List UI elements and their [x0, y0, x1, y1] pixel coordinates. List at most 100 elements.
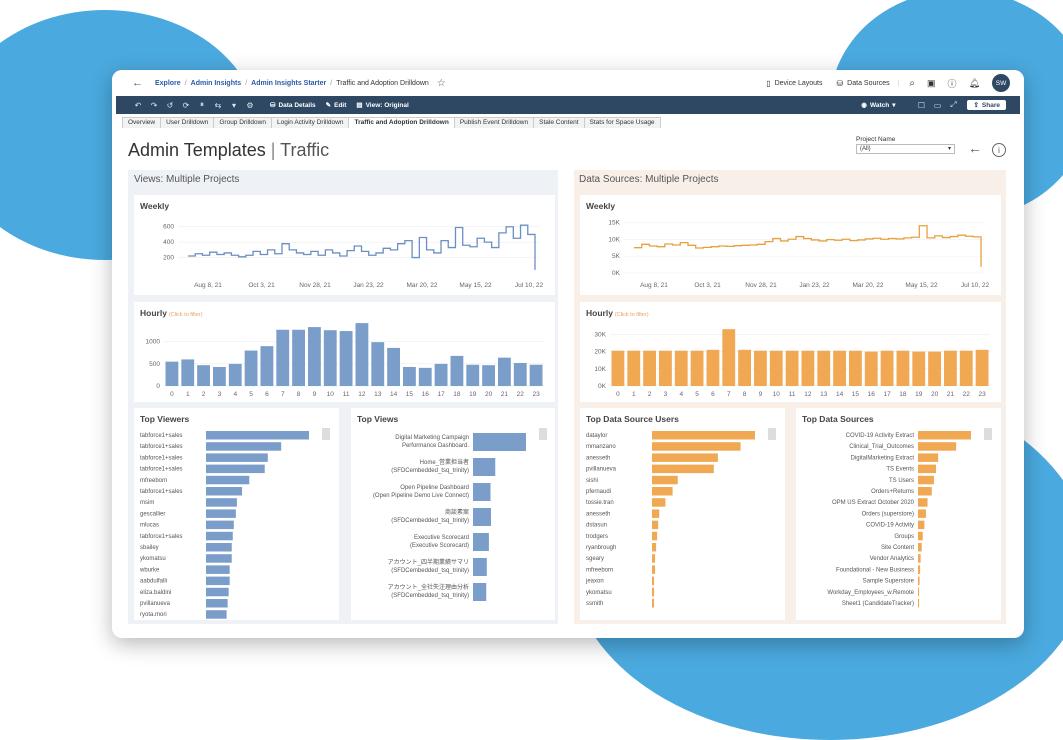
arrow-left-icon[interactable]: ←	[132, 77, 143, 89]
x-tick-label: 19	[915, 391, 923, 398]
replay-icon[interactable]: ⇆	[214, 100, 222, 110]
bar	[387, 347, 400, 386]
tab-traffic-and-adoption-drilldown[interactable]: Traffic and Adoption Drilldown	[348, 117, 455, 128]
y-tick-label: 0	[156, 383, 160, 390]
pause-icon[interactable]: ⏸	[200, 100, 204, 109]
top-views-chart[interactable]: Digital Marketing Campaign Performance D…	[351, 408, 555, 620]
bar	[975, 349, 989, 386]
bar	[880, 350, 894, 386]
breadcrumb-item[interactable]: Explore	[155, 79, 181, 87]
search-icon[interactable]: ⌕	[909, 77, 916, 89]
present-icon[interactable]: ▭	[933, 100, 942, 110]
x-tick-label: 1	[632, 391, 636, 398]
share-button[interactable]: ⇪ Share	[967, 100, 1006, 110]
undo-icon[interactable]: ↶	[134, 100, 142, 110]
x-tick-label: 5	[695, 391, 699, 398]
breadcrumb-item[interactable]: Admin Insights Starter	[251, 79, 327, 87]
bar-label: pvillanueva	[140, 601, 171, 607]
comment-icon[interactable]: ☐	[917, 100, 926, 110]
new-icon[interactable]: ▣	[927, 77, 936, 88]
help-icon[interactable]: ⓘ	[947, 78, 957, 89]
bar-label: mmanzano	[586, 444, 616, 450]
scrollbar	[539, 428, 547, 440]
x-tick-label: 8	[297, 391, 301, 398]
bar-label: wburke	[139, 567, 160, 573]
bar-label: mfreeborn	[586, 567, 613, 573]
watch-button[interactable]: ◉ Watch ▾	[861, 101, 895, 110]
x-tick-label: 6	[265, 391, 269, 398]
bar-label: mlucas	[140, 523, 159, 529]
bar	[944, 350, 957, 386]
top-ds-users-chart[interactable]: dataylor mmanzano anesseth pvillanueva sishi…	[580, 408, 785, 620]
chevron-down-icon[interactable]: ▾	[231, 100, 236, 110]
bar-label: gescallier	[140, 511, 165, 517]
bar	[918, 576, 920, 586]
bar	[918, 554, 921, 563]
refresh-icon[interactable]: ⟳	[182, 100, 190, 110]
bar-label: COVID-19 Activity Extract	[846, 433, 915, 439]
data-sources-button[interactable]: Data Sources	[847, 79, 890, 87]
tab-user-drilldown[interactable]: User Drilldown	[160, 117, 215, 128]
breadcrumb-item[interactable]: Admin Insights	[190, 79, 242, 87]
bar-label: tabforce1+sales	[140, 444, 183, 450]
eye-icon: ◉	[861, 102, 867, 109]
share-view-icon[interactable]: ⚙	[246, 100, 254, 110]
data-details-button[interactable]: ⛁ Data Details	[270, 101, 316, 110]
info-icon[interactable]: i	[992, 143, 1006, 157]
bar	[206, 487, 243, 496]
avatar[interactable]: SW	[992, 74, 1010, 92]
hourly-title: Hourly	[586, 308, 613, 318]
bar	[206, 475, 250, 485]
bar	[918, 442, 957, 451]
fullscreen-icon[interactable]: ⤢	[950, 100, 957, 109]
x-tick-label: Oct 3, 21	[694, 282, 721, 289]
redo-icon[interactable]: ↷	[150, 100, 158, 110]
top-viewers-card: Top Viewers tabforce1+sales tabforce1+sal…	[134, 408, 339, 620]
top-viewers-chart[interactable]: tabforce1+sales tabforce1+sales tabforce1+…	[134, 408, 339, 620]
bar	[206, 453, 268, 462]
y-tick-label: 30K	[594, 331, 606, 338]
bar	[652, 509, 660, 518]
device-layouts-button[interactable]: Device Layouts	[774, 79, 823, 87]
tab-overview[interactable]: Overview	[122, 117, 162, 128]
x-tick-label: 1	[186, 391, 190, 398]
view-button[interactable]: ▤ View: Original	[356, 101, 409, 110]
x-tick-label: 17	[883, 391, 891, 398]
x-tick-label: 18	[453, 391, 461, 398]
x-tick-label: 3	[218, 391, 222, 398]
x-tick-label: Jan 23, 22	[353, 282, 384, 289]
bar-label: pfernaudi	[586, 489, 611, 495]
card-title: Weekly	[140, 201, 170, 211]
x-tick-label: Mar 20, 22	[852, 282, 883, 289]
star-icon[interactable]: ☆	[436, 77, 446, 89]
tab-publish-event-drilldown[interactable]: Publish Event Drilldown	[453, 117, 535, 128]
bar-label: DigitalMarketing Extract	[851, 455, 915, 461]
views-weekly-chart[interactable]: 200 400 600 Aug 8, 21 Oct 3, 21 Nov 28, 21 Jan…	[134, 195, 555, 295]
x-tick-label: 16	[868, 391, 876, 398]
bar-label: Vendor Analytics	[870, 556, 914, 562]
bar	[197, 365, 210, 386]
tab-login-activity-drilldown[interactable]: Login Activity Drilldown	[270, 117, 350, 128]
bar	[674, 350, 688, 386]
ds-weekly-chart[interactable]: 0K 5K 10K 15K Aug 8, 21 Oct 3, 21 Nov 28, 21 Ja…	[580, 195, 1001, 295]
x-tick-label: 8	[743, 391, 747, 398]
tab-group-drilldown[interactable]: Group Drilldown	[213, 117, 272, 128]
title-sub: Traffic	[280, 140, 330, 160]
bar-label: anesseth	[586, 511, 610, 517]
bar	[659, 350, 672, 386]
project-select[interactable]: (All) ▾	[856, 144, 955, 154]
arrow-left-icon[interactable]: ←	[968, 140, 982, 156]
project-filter: Project Name (All) ▾	[856, 136, 955, 154]
view-label: View: Original	[365, 101, 409, 109]
x-tick-label: Nov 28, 21	[299, 282, 331, 289]
bar	[722, 329, 736, 386]
tab-stale-content[interactable]: Stale Content	[533, 117, 585, 128]
top-data-sources-chart[interactable]: COVID-19 Activity Extract Clinical_Trial_…	[796, 408, 1001, 620]
bell-icon[interactable]: 🔔︎	[968, 77, 980, 88]
bar	[643, 350, 656, 386]
tab-stats-for-space-usage[interactable]: Stats for Space Usage	[583, 117, 661, 128]
revert-icon[interactable]: ↺	[166, 100, 174, 110]
edit-button[interactable]: ✎ Edit	[326, 101, 347, 110]
